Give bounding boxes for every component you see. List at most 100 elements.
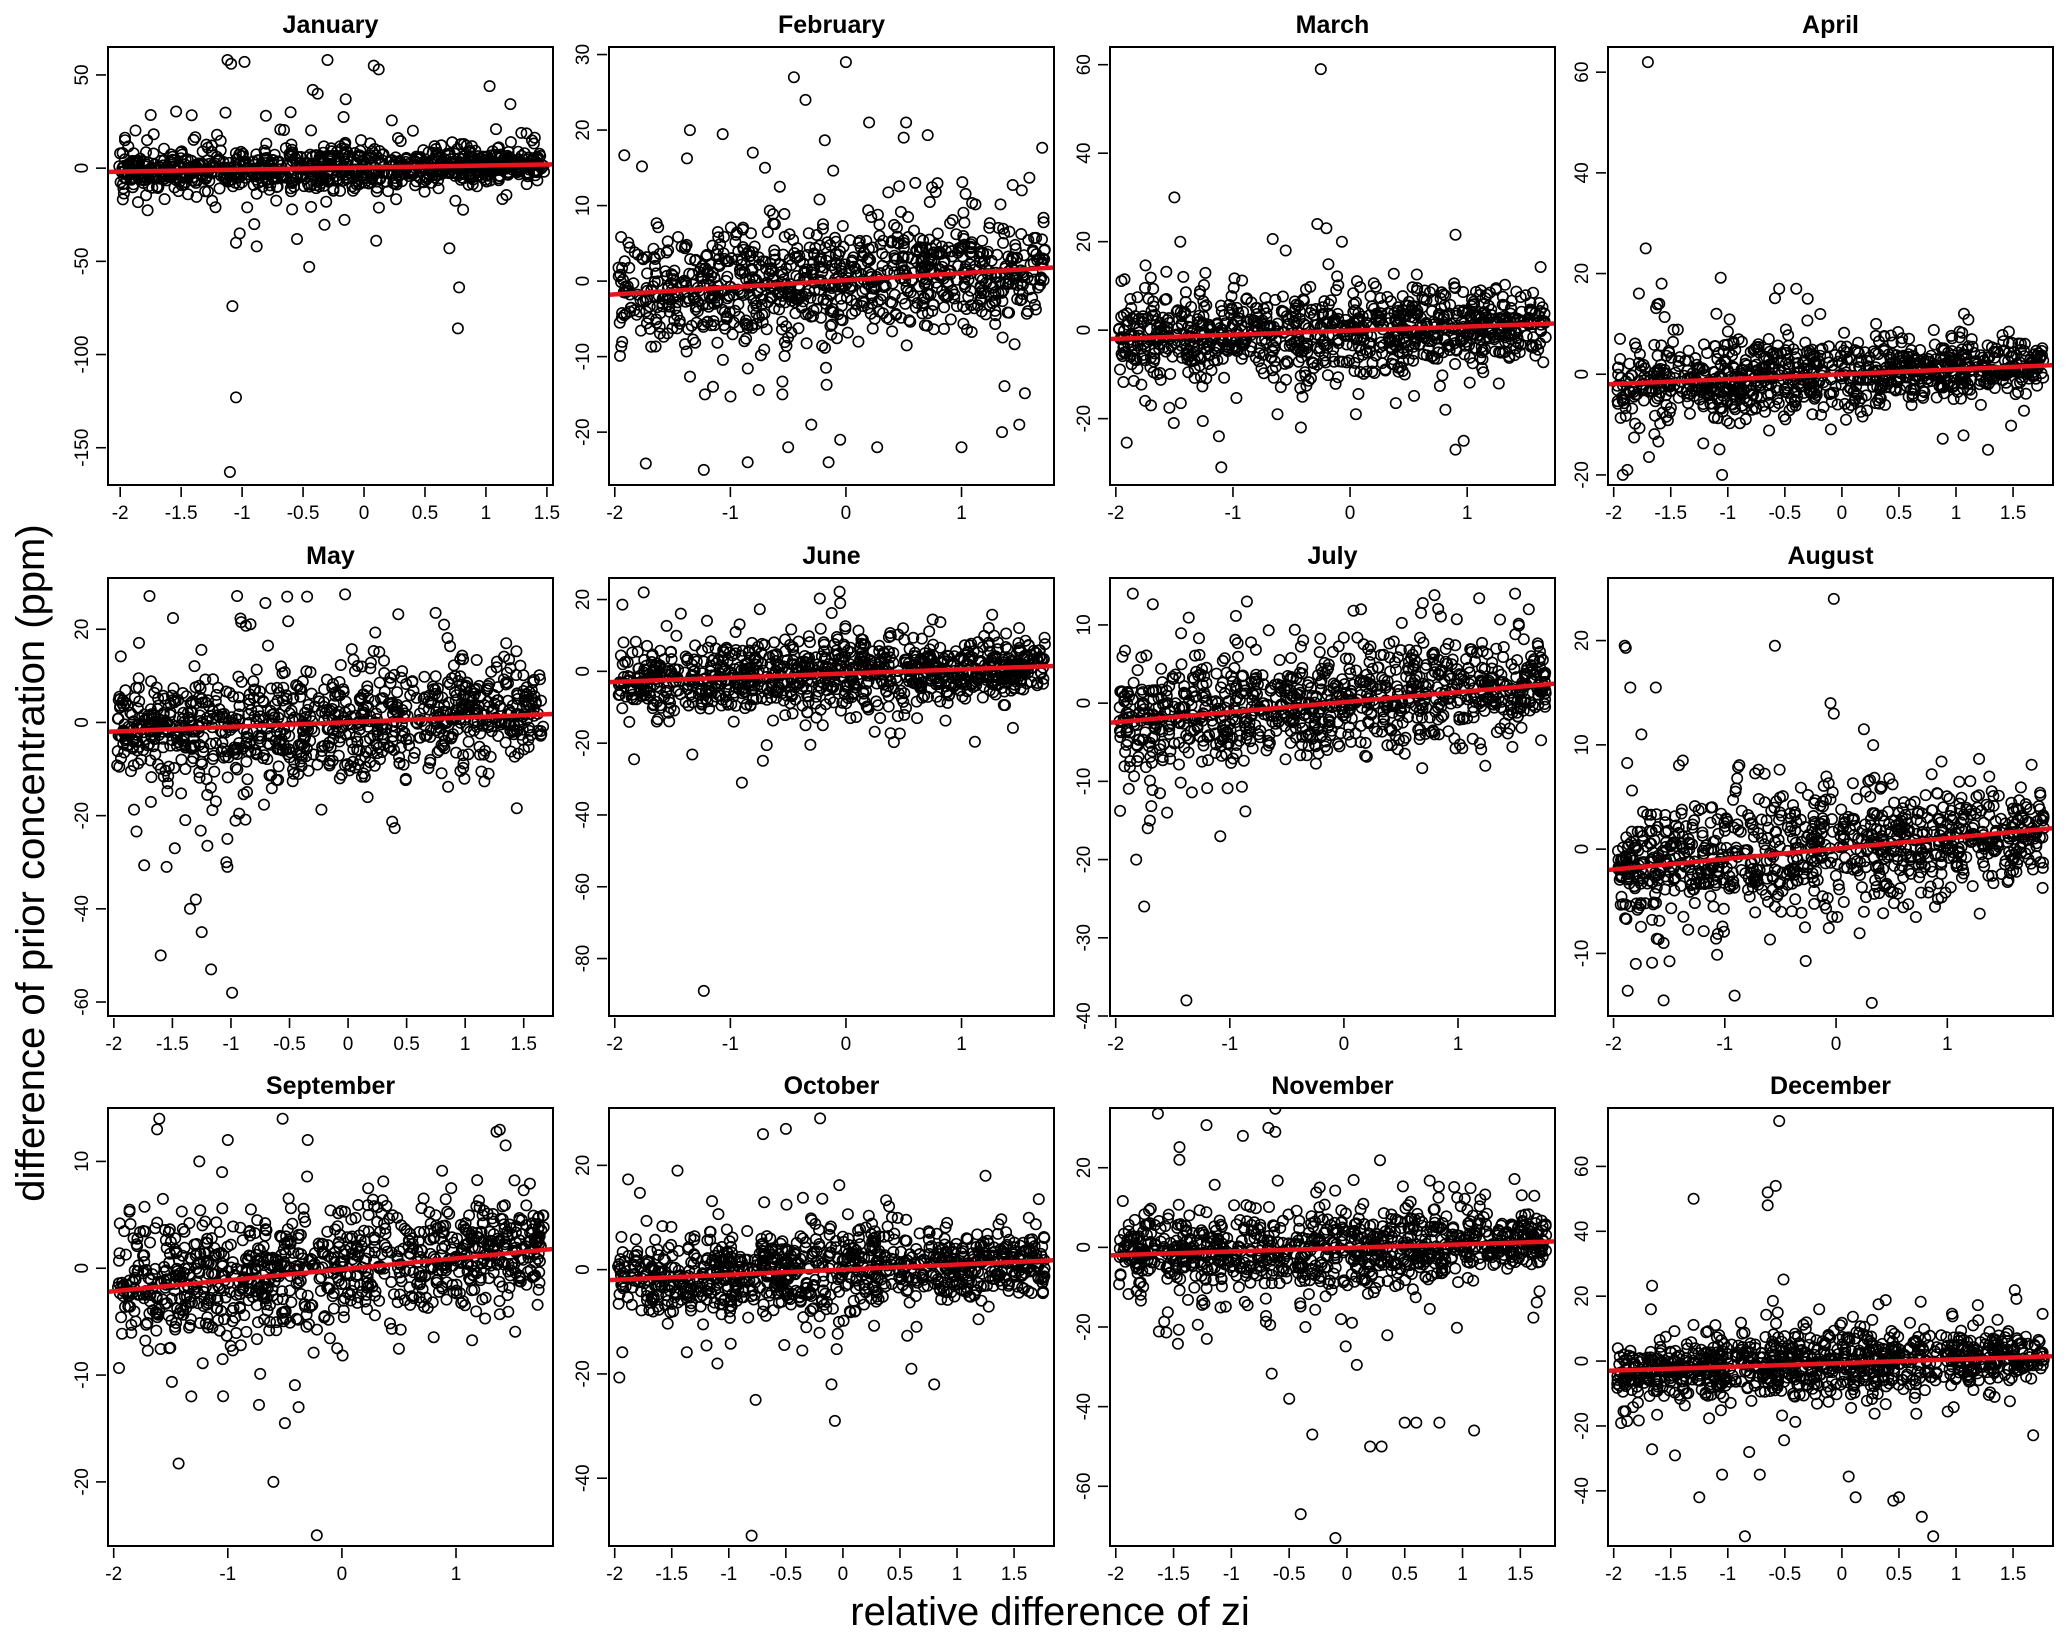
y-tick-label: -10 — [573, 343, 594, 370]
scatter-point — [1249, 351, 1262, 364]
scatter-point — [923, 233, 936, 246]
scatter-point — [657, 330, 670, 343]
scatter-point — [622, 236, 635, 249]
scatter-point — [1623, 357, 1636, 370]
scatter-point — [1815, 408, 1828, 421]
scatter-point — [829, 248, 842, 261]
scatter-point — [147, 740, 160, 753]
scatter-point — [992, 221, 1005, 234]
scatter-point — [296, 675, 309, 688]
scatter-point — [799, 93, 812, 106]
scatter-point — [1271, 408, 1284, 421]
scatter-point — [944, 313, 957, 326]
scatter-point — [778, 349, 791, 362]
scatter-point — [1117, 308, 1130, 321]
scatter-point — [978, 255, 991, 268]
scatter-point — [323, 757, 336, 770]
scatter-point — [1852, 336, 1865, 349]
scatter-point — [321, 53, 334, 66]
scatter-point — [782, 441, 795, 454]
scatter-point — [1218, 308, 1231, 321]
scatter-point — [164, 706, 177, 719]
scatter-point — [1860, 354, 1873, 367]
scatter-point — [1996, 328, 2009, 341]
scatter-point — [1211, 317, 1224, 330]
scatter-point — [354, 144, 367, 157]
scatter-point — [645, 340, 658, 353]
scatter-point — [499, 676, 512, 689]
scatter-point — [1136, 352, 1149, 365]
scatter-point — [2035, 367, 2048, 380]
scatter-point — [1332, 371, 1345, 384]
scatter-point — [1431, 352, 1444, 365]
scatter-point — [1117, 341, 1130, 354]
scatter-point — [332, 749, 345, 762]
scatter-point — [1179, 286, 1192, 299]
scatter-point — [1456, 305, 1469, 318]
scatter-point — [145, 712, 158, 725]
scatter-point — [670, 309, 683, 322]
scatter-point — [890, 253, 903, 266]
scatter-point — [1321, 369, 1334, 382]
scatter-point — [1747, 389, 1760, 402]
scatter-point — [1136, 312, 1149, 325]
scatter-point — [272, 760, 285, 773]
scatter-point — [959, 187, 972, 200]
scatter-point — [957, 317, 970, 330]
scatter-point — [817, 293, 830, 306]
scatter-point — [712, 258, 725, 271]
scatter-point — [202, 694, 215, 707]
scatter-point — [1945, 329, 1958, 342]
scatter-point — [738, 335, 751, 348]
scatter-point — [941, 275, 954, 288]
scatter-point — [228, 747, 241, 760]
scatter-point — [194, 824, 207, 837]
scatter-point — [376, 745, 389, 758]
scatter-point — [861, 301, 874, 314]
scatter-point — [1466, 293, 1479, 306]
scatter-point — [767, 217, 780, 230]
scatter-point — [1476, 362, 1489, 375]
scatter-point — [957, 230, 970, 243]
scatter-point — [154, 949, 167, 962]
scatter-point — [1028, 231, 1041, 244]
scatter-point — [792, 322, 805, 335]
scatter-point — [250, 663, 263, 676]
scatter-point — [161, 777, 174, 790]
scatter-point — [1790, 282, 1803, 295]
scatter-point — [1231, 314, 1244, 327]
x-tick-label: -1 — [234, 503, 251, 524]
scatter-point — [1817, 401, 1830, 414]
scatter-point — [279, 743, 292, 756]
scatter-point — [946, 214, 959, 227]
x-tick-label: -0.5 — [1768, 503, 1801, 524]
scatter-point — [1783, 404, 1796, 417]
x-tick-label: -2 — [112, 503, 129, 524]
y-tick-label: 0 — [72, 163, 93, 174]
scatter-point — [615, 276, 628, 289]
scatter-point — [861, 255, 874, 268]
scatter-point — [191, 174, 204, 187]
scatter-point — [641, 267, 654, 280]
scatter-point — [1761, 343, 1774, 356]
scatter-point — [986, 297, 999, 310]
scatter-point — [891, 230, 904, 243]
scatter-point — [1200, 372, 1213, 385]
scatter-point — [733, 310, 746, 323]
scatter-point — [517, 669, 530, 682]
scatter-point — [1778, 383, 1791, 396]
scatter-point — [1832, 355, 1845, 368]
x-tick-label: -1.5 — [1654, 503, 1687, 524]
scatter-point — [752, 383, 765, 396]
scatter-point — [1629, 337, 1642, 350]
scatter-point — [642, 311, 655, 324]
scatter-point — [141, 739, 154, 752]
scatter-point — [259, 146, 272, 159]
scatter-point — [260, 152, 273, 165]
scatter-point — [1635, 359, 1648, 372]
scatter-point — [765, 262, 778, 275]
y-tick-label: -40 — [72, 895, 93, 922]
scatter-point — [339, 143, 352, 156]
scatter-point — [1237, 347, 1250, 360]
scatter-point — [1936, 432, 1949, 445]
